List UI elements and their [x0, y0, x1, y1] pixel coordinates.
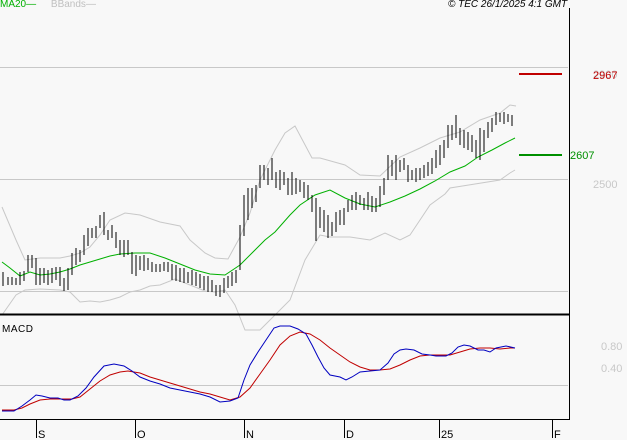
bollinger-bands [1, 104, 517, 331]
price-tick-upper-faded: 2900 [593, 69, 617, 81]
price-tick-2500: 2500 [593, 179, 617, 191]
legend-ma20: MA20— [0, 0, 37, 10]
chart-legend: MA20— BBands— [0, 0, 96, 12]
copyright-timestamp: © TEC 26/1/2025 4:1 GMT [448, 0, 568, 10]
macd-tick-080: 0.80 [601, 341, 622, 353]
macd-line [2, 325, 516, 412]
legend-bbands: BBands— [50, 0, 96, 10]
ma20-line [1, 137, 516, 277]
support-label: 2607 [570, 150, 594, 162]
x-label-feb: F [554, 429, 561, 440]
resistance-label: 2967 [593, 70, 617, 82]
macd-signal-line [2, 331, 515, 411]
x-label-nov: N [246, 429, 254, 440]
x-label-2025: 25 [441, 429, 453, 440]
price-bars [2, 112, 513, 297]
macd-tick-040: 0.40 [601, 363, 622, 375]
x-label-sep: S [38, 429, 45, 440]
macd-panel-title: MACD [2, 324, 34, 335]
x-label-dec: D [346, 429, 354, 440]
x-label-oct: O [137, 429, 146, 440]
x-axis-ticks [36, 420, 553, 438]
